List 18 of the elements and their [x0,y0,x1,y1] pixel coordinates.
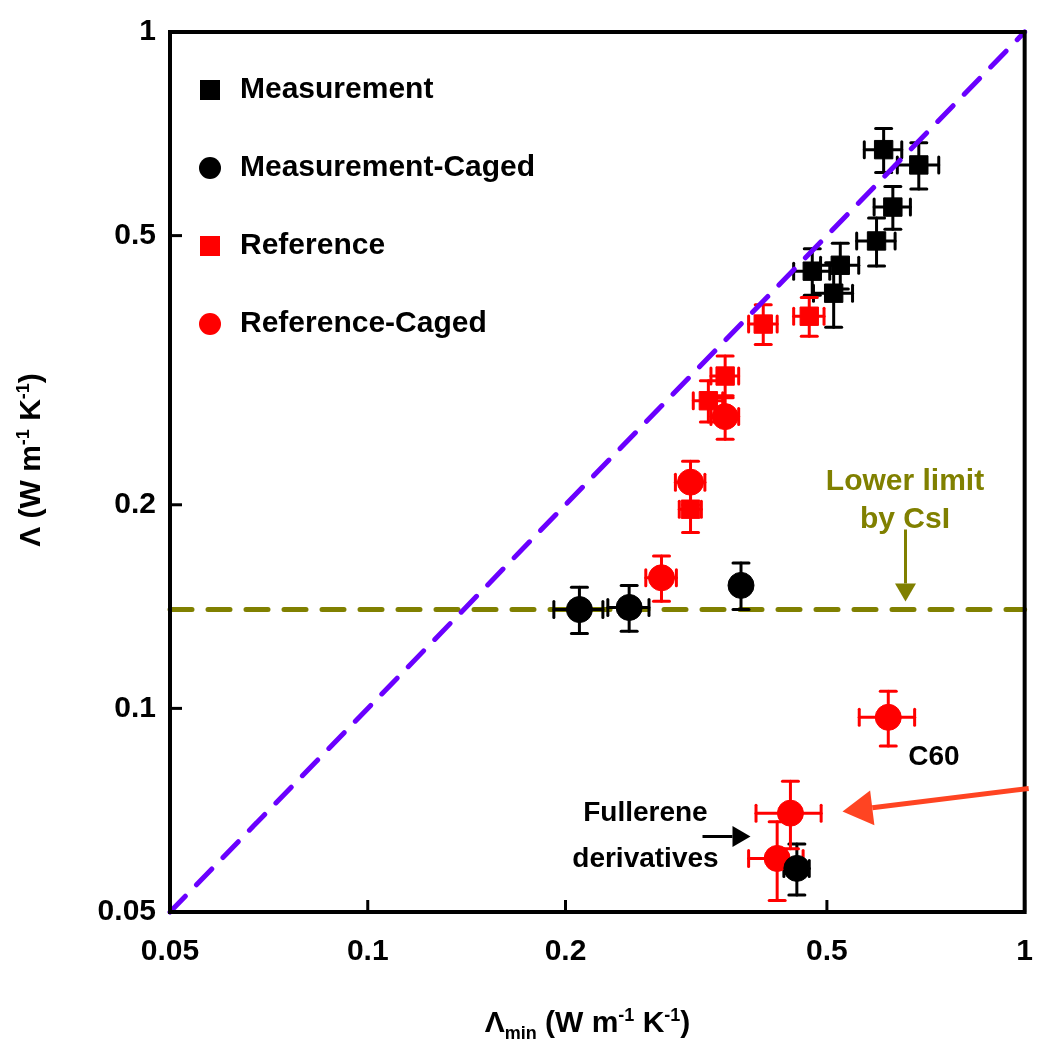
y-tick-label: 0.5 [114,216,156,250]
legend-label: Reference [240,227,386,261]
annotation: Fullerene derivatives [572,795,719,873]
x-tick-label: 0.2 [544,933,587,967]
x-tick-label: 0.5 [806,933,848,967]
x-tick-label: 0.1 [346,933,389,967]
legend-label: Reference-Caged [240,305,487,339]
y-tick-label: 0.2 [114,486,156,520]
legend-label: Measurement [240,71,434,105]
y-tick-label: 0.05 [97,893,156,927]
annotation: C60 [908,740,960,772]
ref-line-label: Lower limit by CsI [825,462,985,534]
x-tick-label: 1 [1016,933,1033,967]
y-tick-label: 0.1 [114,689,156,723]
legend-label: Measurement-Caged [240,149,536,183]
y-tick-label: 1 [139,13,156,47]
x-tick-label: 0.05 [140,933,200,967]
x-axis-title: Λ$_{min}$ (W m$^{-1}$ K$^{-1}$) [483,1005,692,1044]
